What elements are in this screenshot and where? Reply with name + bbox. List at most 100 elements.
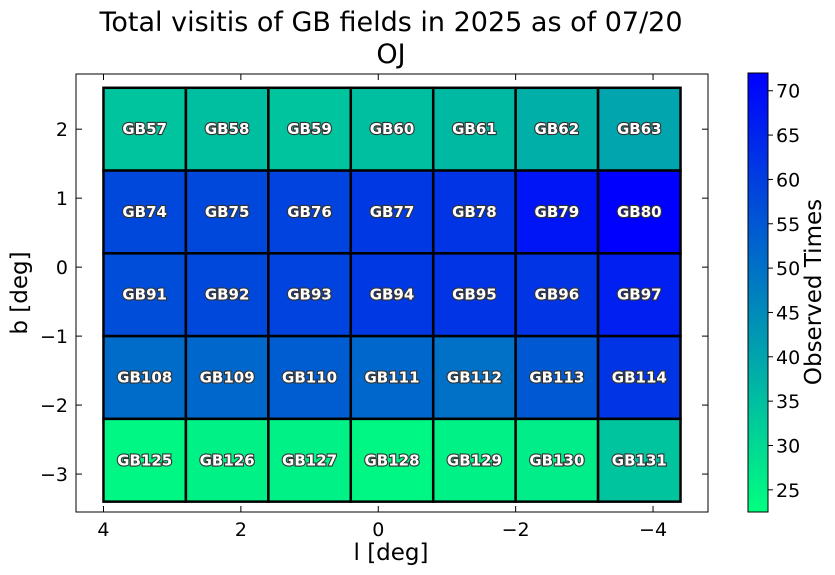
- colorbar-tick-label: 70: [776, 81, 800, 103]
- cell-label: GB97: [617, 286, 662, 304]
- colorbar-tick-label: 35: [776, 391, 800, 413]
- cell-label: GB95: [452, 286, 497, 304]
- cell-label: GB114: [612, 368, 667, 386]
- cell-label: GB92: [205, 286, 250, 304]
- cell-label: GB110: [282, 368, 337, 386]
- colorbar-tick-label: 55: [776, 214, 800, 236]
- cell-rect: [431, 169, 517, 255]
- heatmap-cell: GB94: [349, 252, 435, 338]
- cell-label: GB75: [205, 203, 250, 221]
- colorbar-ticks: 25 30 35 40 45 50 55 60 65 70: [768, 81, 800, 502]
- cell-label: GB111: [364, 368, 419, 386]
- cell-label: GB91: [122, 286, 167, 304]
- heatmap-cell: GB77: [349, 169, 435, 255]
- y-tick-label: −3: [40, 464, 68, 486]
- cell-rect: [267, 252, 353, 338]
- x-tick-label: −2: [502, 519, 530, 541]
- cell-rect: [596, 86, 682, 172]
- heatmap-cell: GB125: [102, 417, 188, 503]
- heatmap-cell: GB92: [184, 252, 270, 338]
- cell-label: GB78: [452, 203, 497, 221]
- x-tick-label: −4: [639, 519, 667, 541]
- cell-label: GB125: [117, 451, 172, 469]
- cell-label: GB131: [612, 451, 667, 469]
- heatmap-cell: GB97: [596, 252, 682, 338]
- heatmap-cell: GB75: [184, 169, 270, 255]
- cell-label: GB80: [617, 203, 662, 221]
- heatmap-cell: GB79: [514, 169, 600, 255]
- heatmap-cell: GB62: [514, 86, 600, 172]
- heatmap-cell: GB91: [102, 252, 188, 338]
- colorbar-gradient: [747, 72, 769, 513]
- cell-rect: [102, 417, 188, 503]
- colorbar-tick-label: 25: [776, 480, 800, 502]
- heatmap-cell: GB110: [267, 334, 353, 421]
- heatmap-cell: GB111: [349, 334, 435, 421]
- heatmap-cell: GB74: [102, 169, 188, 255]
- cell-label: GB108: [117, 368, 172, 386]
- cell-rect: [349, 417, 435, 503]
- cell-rect: [514, 252, 600, 338]
- heatmap-cell: GB96: [514, 252, 600, 338]
- colorbar-tick-label: 30: [776, 435, 800, 457]
- cell-label: GB74: [122, 203, 167, 221]
- heatmap-cell: GB93: [267, 252, 353, 338]
- cell-rect: [514, 86, 600, 172]
- heatmap-cell: GB80: [596, 169, 682, 255]
- cell-label: GB94: [370, 286, 415, 304]
- x-tick-label: 0: [372, 519, 384, 541]
- chart-subtitle: OJ: [376, 39, 405, 70]
- y-tick-label: 1: [56, 188, 68, 210]
- heatmap-cell: GB76: [267, 169, 353, 255]
- cell-label: GB93: [287, 286, 332, 304]
- cell-label: GB79: [535, 203, 580, 221]
- colorbar-tick-label: 65: [776, 125, 800, 147]
- cell-label: GB77: [370, 203, 415, 221]
- plot-frame: [75, 73, 709, 513]
- heatmap-cell: GB78: [431, 169, 517, 255]
- heatmap-cell: GB57: [102, 86, 188, 172]
- cell-rect: [267, 417, 353, 503]
- heatmap-cell: GB126: [184, 417, 270, 503]
- heatmap-cell: GB59: [267, 86, 353, 172]
- cell-rect: [349, 169, 435, 255]
- x-tick-label: 4: [97, 519, 109, 541]
- x-axis-ticks: 4 2 0 −2 −4: [97, 74, 667, 541]
- colorbar-tick-label: 60: [776, 169, 800, 191]
- colorbar-tick-label: 45: [776, 302, 800, 324]
- cell-label: GB109: [200, 368, 255, 386]
- cell-label: GB127: [282, 451, 337, 469]
- cell-label: GB126: [200, 451, 255, 469]
- cell-label: GB76: [287, 203, 332, 221]
- x-tick-label: 2: [235, 519, 247, 541]
- cell-label: GB59: [287, 120, 332, 138]
- heatmap-cell: GB127: [267, 417, 353, 503]
- heatmap-cell: GB108: [102, 334, 188, 421]
- chart-title: Total visitis of GB fields in 2025 as of…: [98, 7, 682, 38]
- colorbar-label: Observed Times: [801, 199, 827, 385]
- cell-label: GB58: [205, 120, 250, 138]
- cell-rect: [184, 417, 270, 503]
- cell-rect: [596, 169, 682, 255]
- heatmap-cell: GB58: [184, 86, 270, 172]
- cell-label: GB130: [529, 451, 584, 469]
- cell-rect: [349, 86, 435, 172]
- y-axis-ticks: 2 1 0 −1 −2 −3: [40, 119, 708, 486]
- heatmap-cell: GB129: [431, 417, 517, 503]
- cell-rect: [431, 334, 517, 421]
- y-axis-title: b [deg]: [7, 251, 33, 334]
- colorbar-tick-label: 50: [776, 258, 800, 280]
- heatmap-cell: GB95: [431, 252, 517, 338]
- heatmap-cell: GB60: [349, 86, 435, 172]
- cell-rect: [102, 334, 188, 421]
- cell-label: GB128: [364, 451, 419, 469]
- colorbar-tick-label: 40: [776, 347, 800, 369]
- heatmap-cell: GB63: [596, 86, 682, 172]
- cell-label: GB61: [452, 120, 497, 138]
- heatmap-cell: GB113: [514, 334, 600, 421]
- cell-rect: [184, 334, 270, 421]
- heatmap-cell: GB130: [514, 417, 600, 503]
- heatmap-cell: GB109: [184, 334, 270, 421]
- y-tick-label: −1: [40, 326, 68, 348]
